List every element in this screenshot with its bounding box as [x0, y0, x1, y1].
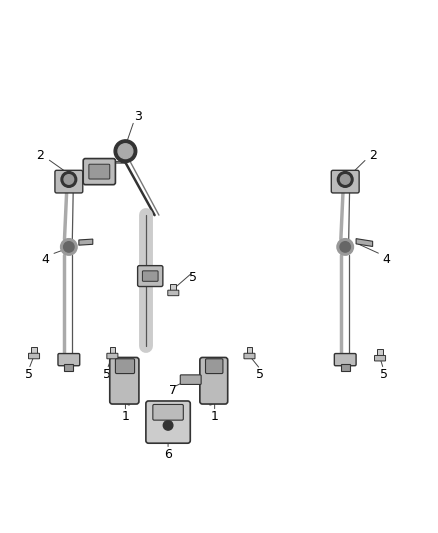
- FancyBboxPatch shape: [334, 353, 356, 366]
- Circle shape: [64, 175, 74, 184]
- Circle shape: [114, 140, 137, 163]
- Text: 5: 5: [25, 368, 33, 381]
- Bar: [341, 365, 350, 371]
- FancyBboxPatch shape: [138, 265, 163, 287]
- FancyBboxPatch shape: [153, 405, 184, 420]
- Circle shape: [163, 421, 173, 430]
- Circle shape: [64, 241, 74, 252]
- FancyBboxPatch shape: [83, 158, 116, 184]
- FancyBboxPatch shape: [110, 358, 139, 404]
- Bar: [377, 349, 383, 356]
- Text: 4: 4: [41, 254, 49, 266]
- Circle shape: [340, 175, 350, 184]
- FancyBboxPatch shape: [28, 353, 39, 359]
- FancyBboxPatch shape: [146, 401, 190, 443]
- FancyBboxPatch shape: [58, 353, 80, 366]
- FancyBboxPatch shape: [244, 353, 255, 359]
- Text: 4: 4: [383, 254, 391, 266]
- FancyBboxPatch shape: [331, 171, 359, 193]
- FancyBboxPatch shape: [180, 375, 201, 384]
- FancyBboxPatch shape: [374, 356, 385, 361]
- Text: 5: 5: [379, 368, 388, 381]
- Text: 5: 5: [189, 271, 197, 284]
- Circle shape: [337, 239, 353, 255]
- Polygon shape: [356, 239, 373, 246]
- FancyBboxPatch shape: [55, 171, 83, 193]
- Bar: [31, 347, 37, 354]
- Text: 1: 1: [211, 410, 219, 423]
- FancyBboxPatch shape: [200, 358, 228, 404]
- FancyBboxPatch shape: [142, 271, 158, 281]
- Circle shape: [340, 241, 350, 252]
- FancyBboxPatch shape: [116, 359, 134, 374]
- FancyBboxPatch shape: [107, 353, 118, 359]
- Circle shape: [337, 172, 353, 187]
- Text: 2: 2: [37, 149, 45, 162]
- Circle shape: [60, 239, 77, 255]
- Bar: [64, 365, 73, 371]
- Text: 5: 5: [256, 368, 265, 381]
- Circle shape: [61, 172, 77, 187]
- Text: 7: 7: [170, 384, 177, 397]
- Text: 5: 5: [103, 368, 111, 381]
- Bar: [170, 284, 176, 290]
- Bar: [247, 347, 252, 354]
- FancyBboxPatch shape: [168, 290, 179, 296]
- Polygon shape: [79, 239, 93, 245]
- FancyBboxPatch shape: [89, 164, 110, 179]
- Text: 3: 3: [134, 110, 142, 123]
- Circle shape: [118, 144, 133, 158]
- Text: 2: 2: [370, 149, 378, 162]
- Bar: [110, 347, 115, 354]
- Text: 1: 1: [121, 410, 129, 423]
- FancyBboxPatch shape: [205, 359, 223, 374]
- Text: 6: 6: [164, 448, 172, 461]
